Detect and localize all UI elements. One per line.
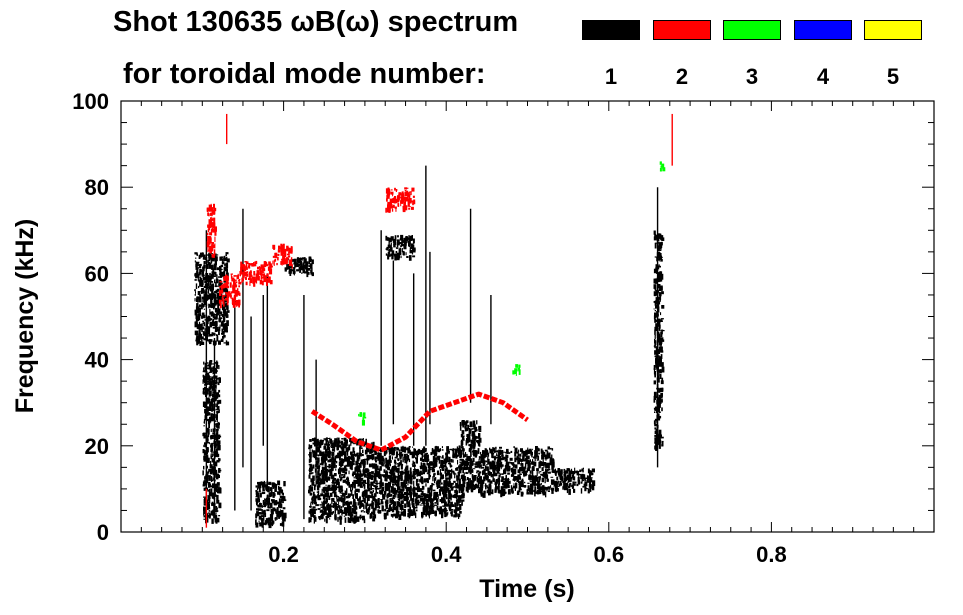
- legend-label-3: 3: [745, 64, 759, 89]
- legend-swatch-5: [864, 20, 922, 40]
- spectrum-data-layer: [194, 113, 673, 529]
- mode-n=3-blob: [358, 412, 367, 426]
- mode-n=2-chirp: [310, 391, 529, 453]
- mode-n=2-blob: [218, 273, 242, 309]
- chart-title-line2: for toroidal mode number:: [123, 58, 486, 90]
- mode-n=2-blob: [206, 203, 217, 258]
- y-tick-label: 60: [85, 261, 109, 286]
- mode-n=1-blob: [202, 360, 222, 524]
- mode-n=2-blob: [385, 187, 416, 213]
- mode-n=1-blob: [373, 445, 466, 520]
- y-tick-label: 20: [85, 434, 109, 459]
- series-n=1: [194, 165, 665, 529]
- mode-n=3-blob: [659, 161, 666, 172]
- legend-swatch-1: [582, 20, 640, 40]
- x-tick-label: 0.8: [756, 542, 787, 567]
- x-tick-label: 0.4: [431, 542, 462, 567]
- mode-n=1-blob: [194, 252, 230, 346]
- x-axis-label: Time (s): [479, 575, 574, 603]
- chart-title-line1: Shot 130635 ωB(ω) spectrum: [113, 6, 519, 38]
- y-axis-label: Frequency (kHz): [11, 219, 39, 413]
- y-tick-label: 40: [85, 348, 109, 373]
- series-n=2: [205, 113, 673, 528]
- mode-n=1-blob: [552, 467, 596, 495]
- series-n=3: [358, 161, 666, 426]
- mode-n=1-blob: [458, 420, 482, 494]
- mode-n=1-blob: [478, 446, 555, 498]
- mode-n=1-blob: [255, 480, 287, 529]
- x-tick-label: 0.2: [268, 542, 299, 567]
- mode-n=2-blob: [239, 260, 273, 287]
- legend-label-4: 4: [816, 64, 830, 89]
- y-tick-label: 80: [85, 175, 109, 200]
- legend-swatch-3: [723, 20, 781, 40]
- mode-n=3-blob: [512, 364, 521, 376]
- legend-swatch-2: [653, 20, 711, 40]
- y-tick-label: 0: [97, 520, 109, 545]
- mode-n=1-blob: [653, 230, 665, 451]
- legend-swatch-4: [794, 20, 852, 40]
- mode-n=2-blob: [272, 243, 293, 269]
- axis-ticks: 0.2 0.4 0.6 0.8 0 20 40 60 80 100: [72, 89, 934, 567]
- legend-label-5: 5: [886, 64, 900, 89]
- mode-n=1-blob: [308, 437, 376, 525]
- mode-n=1-blob: [385, 234, 416, 261]
- legend-label-2: 2: [675, 64, 689, 89]
- x-tick-label: 0.6: [594, 542, 625, 567]
- legend-label-1: 1: [604, 64, 618, 89]
- y-tick-label: 100: [72, 89, 109, 114]
